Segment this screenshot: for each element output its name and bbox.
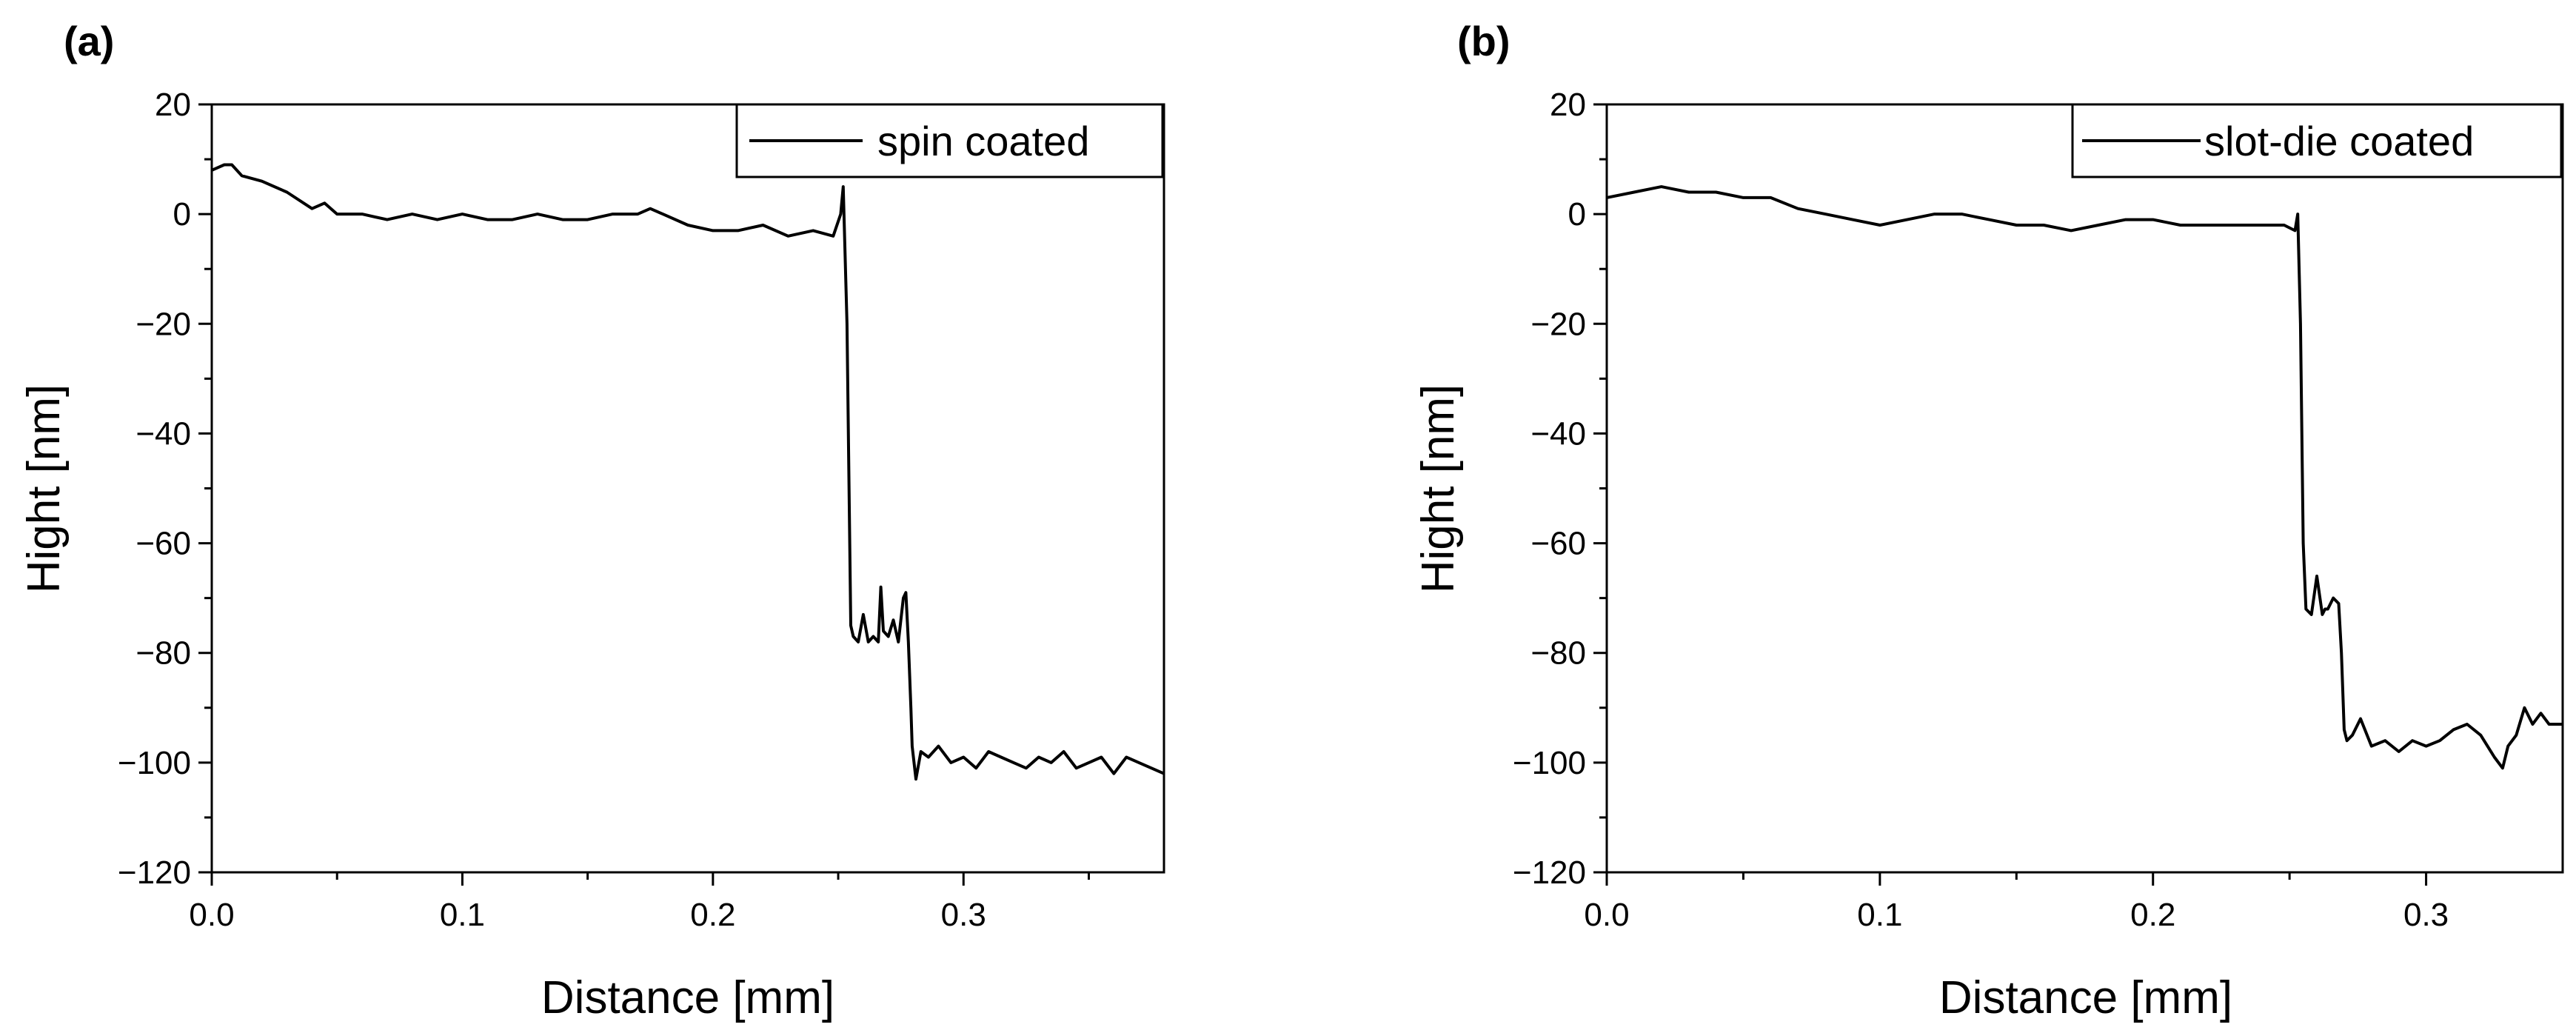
legend-label: spin coated (877, 118, 1089, 164)
legend: slot-die coated (2071, 103, 2563, 178)
x-tick-label: 0.1 (440, 897, 485, 933)
x-axis-title: Distance [mm] (1939, 972, 2232, 1023)
x-tick-label: 0.1 (1857, 897, 1902, 933)
y-tick-label: 20 (155, 87, 191, 123)
x-tick-label: 0.0 (1584, 897, 1629, 933)
y-tick-label: −100 (118, 745, 191, 781)
plot-frame (210, 103, 1165, 874)
series-line-slot-die-coated (1606, 185, 2563, 770)
x-tick-label: 0.2 (2130, 897, 2175, 933)
y-tick-label: −40 (1530, 415, 1586, 452)
y-tick-label: 0 (1568, 196, 1586, 233)
y-tick-label: −80 (136, 635, 191, 672)
x-tick-label: 0.0 (189, 897, 234, 933)
y-tick-label: 20 (1550, 87, 1586, 123)
y-axis-title: Hight [nm] (1413, 384, 1464, 594)
series-line-spin-coated (211, 163, 1165, 781)
x-tick-label: 0.2 (690, 897, 735, 933)
legend: spin coated (735, 103, 1164, 178)
panel-label: (a) (64, 18, 114, 64)
plot-frame (1605, 103, 2564, 874)
y-tick-label: −20 (1530, 306, 1586, 342)
y-tick-label: −80 (1530, 635, 1586, 672)
y-tick-label: −40 (136, 415, 191, 452)
y-tick-label: −120 (118, 855, 191, 891)
y-tick-label: 0 (173, 196, 191, 233)
x-tick-label: 0.3 (941, 897, 986, 933)
x-axis-title: Distance [mm] (541, 972, 834, 1023)
y-axis-title: Hight [nm] (19, 384, 70, 594)
x-tick-label: 0.3 (2403, 897, 2449, 933)
tick-labels: 20 0 −20 −40 −60 −80 −100 −120 0.0 0.1 0.2 0.3 (1513, 87, 2449, 933)
y-tick-label: −60 (1530, 526, 1586, 562)
y-tick-label: −20 (136, 306, 191, 342)
y-tick-label: −120 (1513, 855, 1586, 891)
y-tick-label: −60 (136, 526, 191, 562)
y-tick-label: −100 (1513, 745, 1586, 781)
ticks (1593, 103, 2428, 886)
tick-labels: 20 0 −20 −40 −60 −80 −100 −120 0.0 0.1 0.2 0.3 (118, 87, 986, 933)
ticks (198, 103, 1090, 886)
panel-label: (b) (1457, 18, 1511, 64)
legend-label: slot-die coated (2204, 118, 2474, 164)
